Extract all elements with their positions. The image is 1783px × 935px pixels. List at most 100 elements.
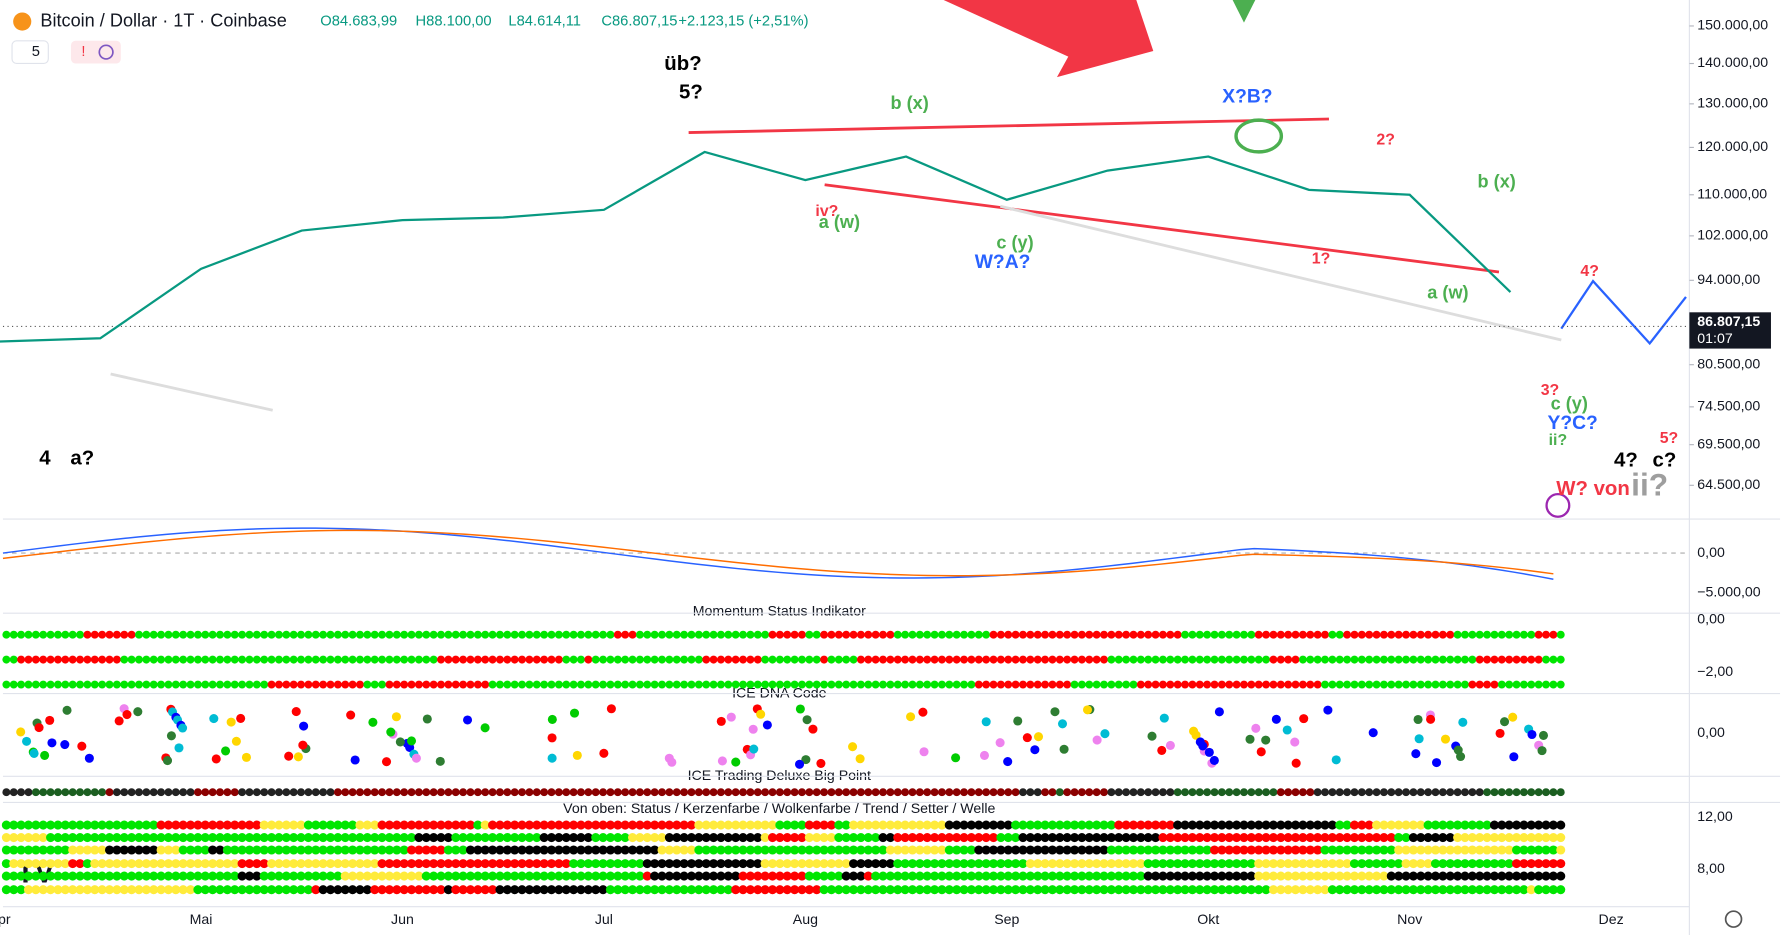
indicator-dot [834,655,843,664]
indicator-dot [193,845,203,855]
indicator-dot [1468,630,1477,639]
indicator-dot [208,833,218,843]
indicator-dot [1379,788,1388,797]
indicator-dot [1438,885,1448,895]
indicator-dot [193,871,203,881]
indicator-dot [901,788,910,797]
indicator-dot [767,859,778,869]
indicator-dot [311,680,320,689]
indicator-dot [1181,630,1189,639]
indicator-dot [355,845,365,855]
indicator-dot [967,680,976,689]
indicator-dot [1151,833,1161,843]
indicator-dot [1261,845,1271,855]
indicator-dot [812,788,821,797]
indicator-dot [341,788,350,797]
indicator-dot [745,820,755,830]
indicator-dot [1070,845,1080,855]
indicator-dot [1107,680,1116,689]
indicator-dot [820,788,829,797]
wave-label: 5? [1660,430,1679,447]
indicator-dot [731,885,741,895]
indicator-dot [392,680,401,689]
indicator-dot [1040,833,1050,843]
indicator-dot [856,845,866,855]
indicator-dot [1055,680,1064,689]
indicator-dot [1291,788,1300,797]
indicator-dot [216,680,224,689]
indicator-dot [1047,820,1057,830]
indicator-dot [1003,859,1013,869]
indicator-dot [753,859,763,869]
indicator-dot [488,833,498,843]
indicator-dot [105,788,114,797]
indicator-dot [635,845,645,855]
indicator-dot [686,833,696,843]
indicator-dot [370,845,380,855]
indicator-dot [878,845,888,855]
indicator-dot [855,754,865,764]
indicator-dot [68,630,77,639]
indicator-dot [694,820,704,830]
indicator-dot [1372,788,1381,797]
indicator-dot [1202,885,1212,895]
indicator-dot [915,820,925,830]
indicator-dot [76,655,84,664]
indicator-dot [201,630,210,639]
indicator-dot [1431,680,1440,689]
indicator-dot [1365,788,1374,797]
indicator-dot [908,655,917,664]
indicator-dot [495,788,504,797]
indicator-dot [157,680,166,689]
indicator-dot [1041,655,1050,664]
indicator-dot [1424,655,1433,664]
indicator-dot [1394,885,1404,895]
indicator-dot [274,655,283,664]
indicator-dot [1254,859,1264,869]
trend-line [688,117,1329,135]
indicator-dot [1328,680,1337,689]
indicator-dot [1372,871,1382,881]
indicator-dot [1059,744,1069,754]
indicator-dot [731,680,740,689]
indicator-dot [1497,885,1507,895]
indicator-dot [1225,630,1234,639]
indicator-dot [952,820,962,830]
indicator-dot [524,833,534,843]
indicator-dot [849,820,859,830]
indicator-dot [1321,680,1329,689]
indicator-dot [1453,833,1463,843]
indicator-dot [694,871,704,881]
indicator-dot [422,714,432,724]
indicator-dot [995,738,1005,748]
indicator-dot [1151,845,1161,855]
indicator-dot [518,655,526,664]
indicator-dot [687,788,696,797]
indicator-dot [841,820,851,830]
indicator-dot [429,680,438,689]
indicator-dot [1497,788,1506,797]
settings-icon[interactable] [1724,910,1743,928]
indicator-dot [1386,845,1396,855]
indicator-dot [834,820,844,830]
indicator-dot [119,859,129,869]
indicator-dot [583,845,593,855]
badge[interactable] [11,40,49,65]
indicator-dot [1269,655,1278,664]
indicator-dot [812,871,822,881]
indicator-dot [974,845,984,855]
indicator-dot [1158,788,1167,797]
indicator-dot [267,859,277,869]
indicator-dot [502,820,512,830]
indicator-dot [525,680,534,689]
indicator-dot [104,845,115,855]
indicator-dot [672,885,682,895]
indicator-dot [348,630,357,639]
indicator-dot [1011,833,1021,843]
indicator-dot [1432,758,1442,768]
indicator-dot [879,655,887,664]
indicator-dot [1438,655,1447,664]
indicator-dot [141,833,151,843]
indicator-dot [83,630,92,639]
indicator-dot [812,885,822,895]
